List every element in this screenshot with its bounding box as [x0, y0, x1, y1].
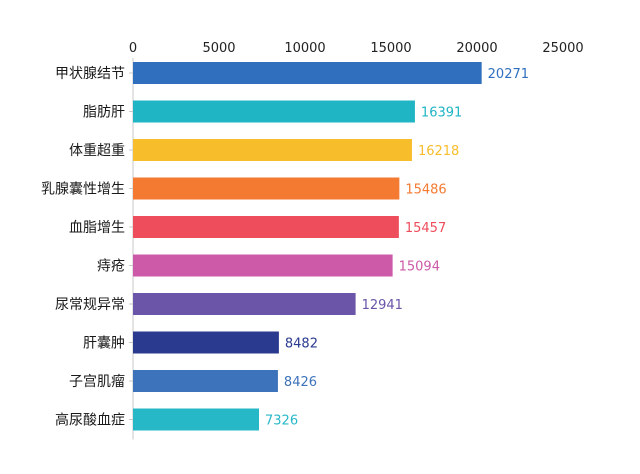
category-label: 子宫肌瘤 — [69, 373, 125, 390]
value-label: 16391 — [421, 106, 462, 121]
bars — [133, 62, 482, 431]
value-label: 12941 — [362, 298, 403, 313]
value-label: 15486 — [405, 183, 446, 198]
value-label: 20271 — [488, 67, 529, 82]
category-label: 乳腺囊性增生 — [41, 181, 125, 198]
bar — [133, 100, 415, 123]
value-label: 16218 — [418, 144, 459, 159]
x-tick-label: 20000 — [456, 41, 497, 56]
category-label: 高尿酸血症 — [55, 412, 125, 429]
y-axis: 甲状腺结节脂肪肝体重超重乳腺囊性增生血脂增生痔疮尿常规异常肝囊肿子宫肌瘤高尿酸血… — [41, 58, 134, 440]
bar — [133, 254, 393, 277]
value-label: 15457 — [405, 221, 446, 236]
category-label: 血脂增生 — [69, 220, 125, 236]
x-axis: 0 5000 10000 15000 20000 25000 — [129, 41, 584, 56]
x-tick-label: 5000 — [202, 41, 235, 56]
bar — [133, 139, 412, 161]
bar — [133, 408, 260, 431]
bar — [133, 370, 278, 392]
category-label: 脂肪肝 — [83, 105, 125, 121]
category-label: 尿常规异常 — [55, 297, 125, 313]
category-label: 肝囊肿 — [83, 335, 125, 352]
bar — [133, 293, 356, 315]
bar — [133, 331, 279, 354]
value-label: 8426 — [284, 375, 317, 390]
category-label: 甲状腺结节 — [55, 66, 125, 82]
x-tick-label: 10000 — [284, 41, 325, 56]
x-tick-label: 0 — [129, 41, 137, 56]
x-tick-label: 15000 — [370, 41, 411, 56]
category-label: 体重超重 — [69, 143, 125, 159]
bar — [133, 177, 400, 200]
value-label: 15094 — [399, 260, 440, 275]
category-label: 痔疮 — [97, 258, 125, 275]
bar — [133, 216, 399, 238]
bar — [133, 62, 482, 84]
x-tick-label: 25000 — [542, 41, 583, 56]
value-labels: 20271 16391 16218 15486 15457 15094 12941 8482 8… — [265, 67, 529, 429]
value-label: 7326 — [265, 414, 298, 429]
value-label: 8482 — [285, 337, 318, 352]
